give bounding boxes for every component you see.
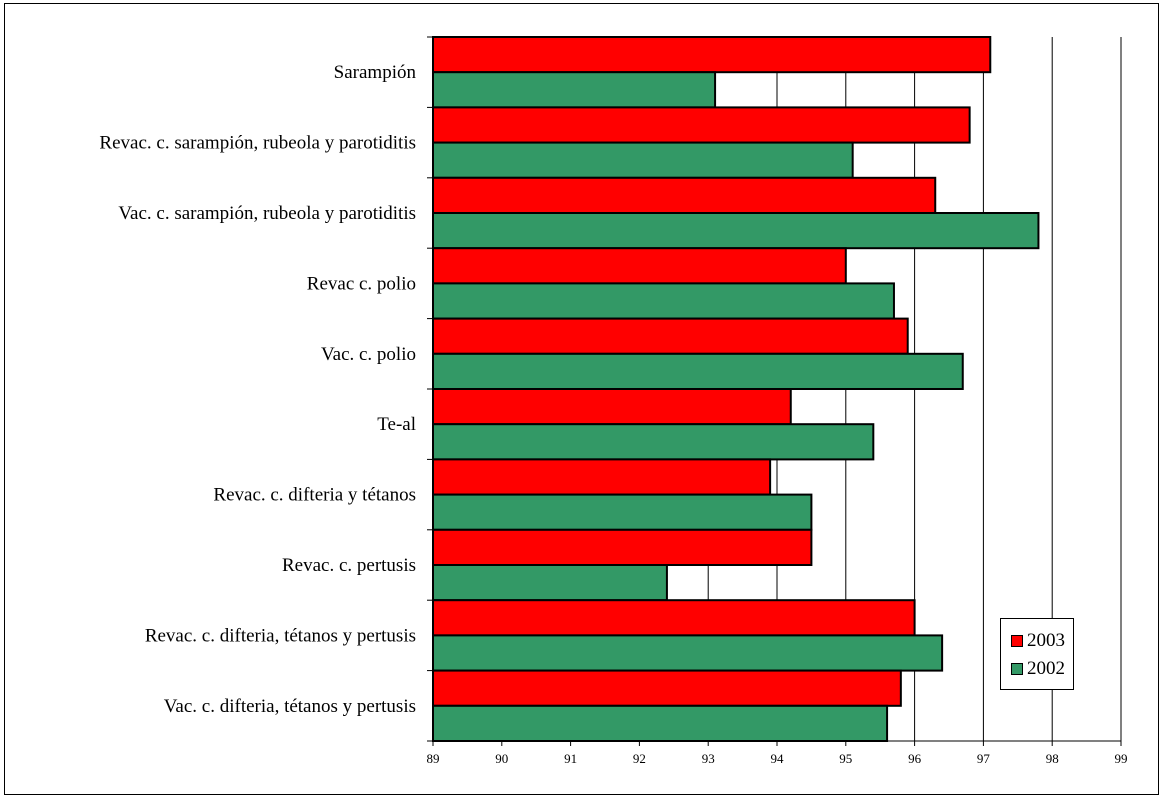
bar-2003 xyxy=(432,36,992,74)
bar-2003 xyxy=(432,247,847,285)
bar-2002 xyxy=(432,493,813,531)
bar-2002 xyxy=(432,704,889,742)
bar-2003 xyxy=(432,458,772,496)
legend-swatch-2002 xyxy=(1011,663,1023,675)
x-tick-label: 92 xyxy=(633,751,646,766)
x-tick-label: 93 xyxy=(702,751,715,766)
category-label: Revac. c. pertusis xyxy=(282,555,416,576)
bar-2003 xyxy=(432,669,902,707)
category-label: Revac. c. difteria, tétanos y pertusis xyxy=(145,625,416,646)
bar-2003 xyxy=(432,176,937,215)
bar-2003 xyxy=(432,317,909,355)
category-label: Vac. c. sarampión, rubeola y parotiditis xyxy=(118,203,416,224)
bars-layer xyxy=(432,36,1040,742)
axis-layer xyxy=(427,36,1122,746)
x-tick-label: 89 xyxy=(427,751,440,766)
label-layer: 89 90 91 92 93 94 95 96 97 98 99 Sarampión Revac. c.… xyxy=(99,62,1127,766)
category-label: Vac. c. polio xyxy=(321,344,416,365)
category-label: Vac. c. difteria, tétanos y pertusis xyxy=(164,696,416,717)
category-label: Revac. c. sarampión, rubeola y parotidit… xyxy=(99,133,416,154)
category-label: Sarampión xyxy=(334,62,417,83)
bar-2003 xyxy=(432,106,971,144)
x-tick-label: 96 xyxy=(908,751,922,766)
legend-label-2003: 2003 xyxy=(1027,630,1065,651)
bar-2002 xyxy=(432,212,1040,250)
category-label: Te-al xyxy=(377,414,416,435)
legend-item-2003: 2003 xyxy=(1011,629,1065,653)
x-tick-label: 95 xyxy=(839,751,852,766)
category-label: Revac. c. difteria y tétanos xyxy=(213,485,416,506)
bar-2003 xyxy=(432,528,813,566)
bar-2002 xyxy=(432,564,668,602)
bar-2002 xyxy=(432,634,944,672)
x-tick-label: 91 xyxy=(564,751,577,766)
bar-2002 xyxy=(432,141,854,179)
x-tick-label: 99 xyxy=(1115,751,1128,766)
x-tick-label: 94 xyxy=(771,751,785,766)
x-tick-label: 97 xyxy=(977,751,991,766)
x-tick-label: 90 xyxy=(495,751,508,766)
bar-2002 xyxy=(432,423,875,461)
legend-swatch-2003 xyxy=(1011,635,1023,647)
bar-2002 xyxy=(432,71,717,109)
bar-2002 xyxy=(432,282,895,320)
category-label: Revac c. polio xyxy=(307,273,416,294)
bar-2003 xyxy=(432,599,916,637)
bar-2002 xyxy=(432,352,964,390)
legend-item-2002: 2002 xyxy=(1011,657,1065,681)
legend: 2003 2002 xyxy=(1000,618,1074,690)
x-tick-label: 98 xyxy=(1046,751,1059,766)
bar-2003 xyxy=(432,388,792,426)
legend-label-2002: 2002 xyxy=(1027,658,1065,679)
